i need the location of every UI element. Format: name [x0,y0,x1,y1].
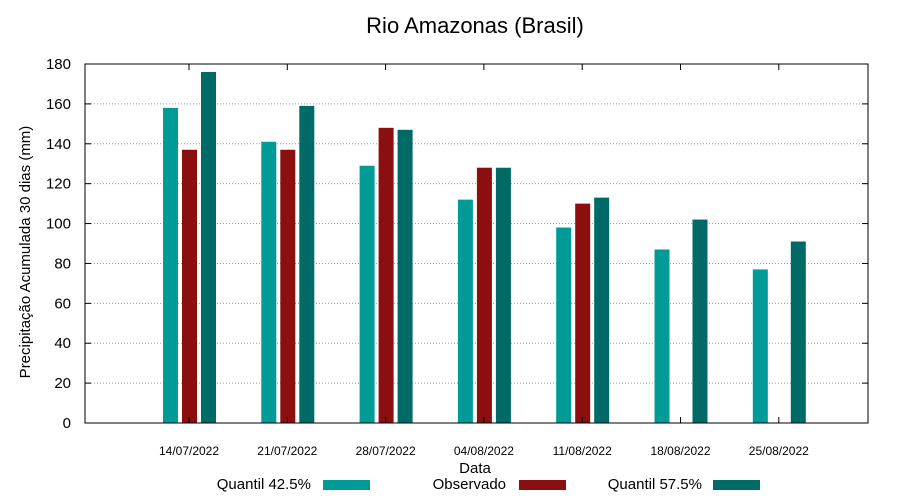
bar-quantil-42-5--11-08-2022 [556,227,572,423]
bar-observado-04-08-2022 [476,167,492,423]
x-tick-label: 21/07/2022 [257,444,317,458]
bar-observado-14-07-2022 [182,149,197,423]
x-tick-label: 28/07/2022 [356,444,416,458]
bar-quantil-57-5--14-07-2022 [201,71,216,423]
y-tick-label: 140 [46,136,71,153]
bar-quantil-42-5--21-07-2022 [261,141,277,424]
legend-label: Quantil 42.5% [217,476,311,493]
plot-border [84,63,869,424]
bar-observado-28-07-2022 [378,127,394,424]
bar-quantil-57-5--04-08-2022 [495,167,511,423]
bar-quantil-57-5--28-07-2022 [397,129,413,424]
legend-swatch [323,480,370,490]
bar-quantil-42-5--04-08-2022 [457,199,473,423]
y-axis-label: Precipitação Acumulada 30 dias (mm) [17,126,34,379]
bar-quantil-57-5--11-08-2022 [594,197,610,423]
y-tick-label: 60 [54,295,71,312]
x-tick-label: 25/08/2022 [749,444,809,458]
bar-quantil-57-5--25-08-2022 [790,241,806,423]
x-axis-label: Data [459,460,491,477]
y-tick-label: 160 [46,96,71,113]
y-tick-label: 80 [54,255,71,272]
y-tick-label: 180 [46,56,71,73]
legend-swatch [713,480,760,490]
chart-title: Rio Amazonas (Brasil) [366,13,584,38]
y-tick-label: 100 [46,216,71,233]
legend-label: Quantil 57.5% [608,476,702,493]
bar-quantil-42-5--28-07-2022 [359,165,375,423]
legend-label: Observado [433,476,506,493]
y-tick-label: 20 [54,375,71,392]
bar-quantil-42-5--18-08-2022 [654,249,670,423]
x-tick-label: 18/08/2022 [650,444,710,458]
bar-observado-21-07-2022 [280,149,296,423]
legend-swatch [519,480,566,490]
bar-quantil-57-5--21-07-2022 [299,105,315,423]
y-axis-ticks: 0 20 40 60 80 100 120 140 160 180 [46,56,868,432]
y-tick-label: 120 [46,176,71,193]
x-tick-label: 14/07/2022 [159,444,219,458]
bar-observado-11-08-2022 [575,203,591,423]
x-tick-label: 11/08/2022 [553,444,612,458]
x-axis-ticks: 14/07/2022 21/07/2022 28/07/2022 04/08/2022… [159,64,809,458]
y-tick-label: 0 [63,415,71,432]
y-tick-label: 40 [54,335,71,352]
bar-quantil-57-5--18-08-2022 [692,219,708,423]
legend: Quantil 42.5% Observado Quantil 57.5% [217,476,760,493]
bars [163,71,806,424]
bar-quantil-42-5--25-08-2022 [752,269,768,423]
x-tick-label: 04/08/2022 [454,444,514,458]
bar-quantil-42-5--14-07-2022 [163,107,178,423]
